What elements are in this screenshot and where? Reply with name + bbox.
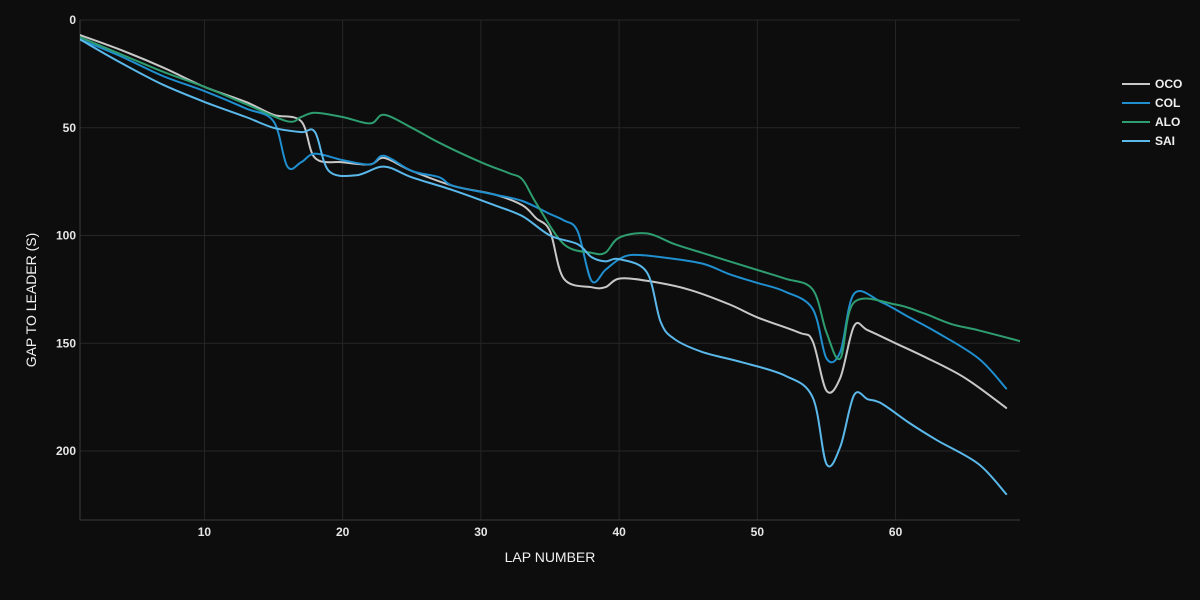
y-tick-label: 0 bbox=[69, 13, 76, 27]
series-lines bbox=[80, 34, 1020, 496]
series-line-col bbox=[80, 38, 1008, 390]
legend-label: ALO bbox=[1155, 115, 1180, 129]
legend: OCO COL ALO SAI bbox=[1122, 77, 1182, 148]
y-tick-label: 100 bbox=[56, 229, 76, 243]
series-line-sai bbox=[80, 38, 1008, 496]
tick-labels: 10 20 30 40 50 60 0 50 100 150 200 bbox=[56, 13, 903, 539]
x-axis-title: LAP NUMBER bbox=[505, 549, 596, 565]
legend-item-sai[interactable]: SAI bbox=[1122, 134, 1175, 148]
series-line-oco bbox=[80, 34, 1008, 409]
x-tick-label: 30 bbox=[474, 525, 488, 539]
legend-item-alo[interactable]: ALO bbox=[1122, 115, 1180, 129]
legend-label: OCO bbox=[1155, 77, 1182, 91]
x-tick-label: 10 bbox=[198, 525, 212, 539]
y-axis-title: GAP TO LEADER (S) bbox=[23, 233, 39, 368]
x-tick-label: 40 bbox=[612, 525, 626, 539]
axes bbox=[79, 20, 1020, 521]
y-tick-label: 50 bbox=[63, 121, 77, 135]
x-tick-label: 50 bbox=[751, 525, 765, 539]
y-tick-label: 200 bbox=[56, 444, 76, 458]
grid-lines bbox=[80, 19, 1020, 520]
x-tick-label: 20 bbox=[336, 525, 350, 539]
legend-item-col[interactable]: COL bbox=[1122, 96, 1180, 110]
x-tick-label: 60 bbox=[889, 525, 903, 539]
legend-label: SAI bbox=[1155, 134, 1175, 148]
legend-label: COL bbox=[1155, 96, 1180, 110]
legend-item-oco[interactable]: OCO bbox=[1122, 77, 1182, 91]
series-line-alo bbox=[80, 36, 1020, 361]
y-tick-label: 150 bbox=[56, 336, 76, 350]
